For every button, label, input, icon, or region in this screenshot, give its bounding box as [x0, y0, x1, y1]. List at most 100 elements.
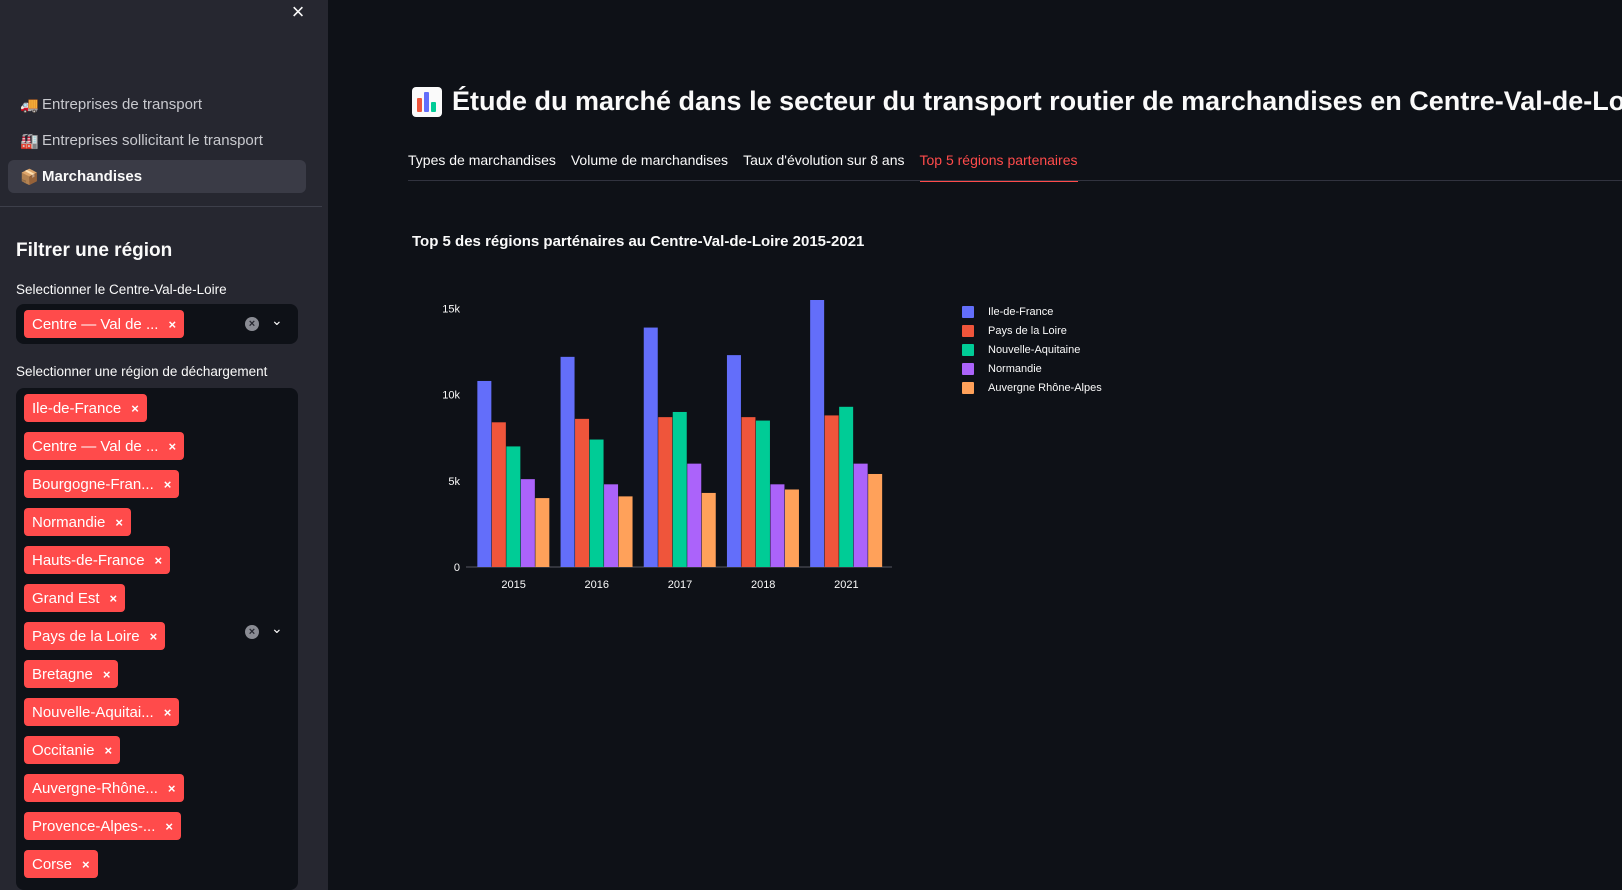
bar[interactable] [589, 439, 604, 567]
tag-remove-icon[interactable]: × [163, 704, 172, 720]
tag-remove-icon[interactable]: × [149, 628, 158, 644]
bar[interactable] [824, 415, 839, 567]
y-tick-label: 0 [454, 562, 460, 574]
tag-remove-icon[interactable]: × [168, 316, 177, 332]
selected-tag: Auvergne-Rhône... × [24, 774, 184, 802]
tag-remove-icon[interactable]: × [82, 856, 90, 872]
tag-label: Centre — Val de ... [32, 315, 159, 333]
tag-remove-icon[interactable]: × [131, 400, 139, 416]
tag-label: Bretagne [32, 665, 93, 683]
bar[interactable] [770, 484, 785, 567]
tag-remove-icon[interactable]: × [109, 590, 118, 606]
clear-all-icon[interactable]: × [245, 625, 259, 639]
x-tick-label: 2016 [585, 579, 609, 591]
tabs-underline [408, 180, 1622, 181]
tab-taux-evolution[interactable]: Taux d'évolution sur 8 ans [743, 152, 905, 168]
bar[interactable] [672, 411, 687, 567]
selected-tag: Centre — Val de ... × [24, 432, 185, 460]
bar[interactable] [726, 355, 741, 567]
selected-tag: Provence-Alpes-... × [24, 812, 181, 840]
tag-label: Normandie [32, 513, 106, 531]
bar-chart-icon [412, 86, 442, 117]
legend-item[interactable]: Pays de la Loire [962, 321, 1102, 340]
legend-item[interactable]: Auvergne Rhône-Alpes [962, 378, 1102, 397]
nav-item-marchandises[interactable]: 📦 Marchandises [8, 160, 306, 193]
tag-remove-icon[interactable]: × [167, 780, 176, 796]
bar[interactable] [477, 380, 492, 567]
tag-label: Hauts-de-France [32, 551, 145, 569]
legend-swatch [962, 362, 974, 375]
tag-remove-icon[interactable]: × [102, 666, 111, 682]
legend-label: Normandie [988, 362, 1042, 375]
tag-label: Bourgogne-Fran... [32, 475, 154, 493]
bar[interactable] [535, 498, 550, 567]
legend-swatch [962, 343, 974, 356]
selected-tag: Occitanie × [24, 736, 121, 764]
selected-tag: Grand Est × [24, 584, 126, 612]
selected-tag: Hauts-de-France × [24, 546, 171, 574]
sidebar-divider [0, 206, 322, 207]
tag-remove-icon[interactable]: × [154, 552, 163, 568]
x-tick-label: 2018 [751, 579, 775, 591]
legend-label: Ile-de-France [988, 305, 1054, 318]
filter-title: Filtrer une région [16, 240, 173, 261]
select-centre-val-de-loire[interactable]: Centre — Val de ... × × ⌄ [16, 304, 298, 344]
selected-tag: Normandie × [24, 508, 131, 536]
nav-item-entreprises-transport[interactable]: 🚚 Entreprises de transport [8, 88, 306, 121]
bar[interactable] [575, 418, 590, 567]
tab-volume-marchandises[interactable]: Volume de marchandises [570, 152, 729, 168]
tag-remove-icon[interactable]: × [168, 438, 177, 454]
tag-label: Occitanie [32, 741, 95, 759]
select-region-label: Selectionner une région de déchargement [16, 364, 268, 379]
bar[interactable] [755, 420, 770, 567]
legend-label: Nouvelle-Aquitaine [988, 343, 1081, 356]
chevron-down-icon[interactable]: ⌄ [271, 620, 283, 636]
selected-tag: Ile-de-France × [24, 394, 147, 422]
chart-title: Top 5 des régions parténaires au Centre-… [412, 233, 865, 250]
sidebar: × 🚚 Entreprises de transport 🏭 Entrepris… [0, 0, 328, 890]
close-sidebar-icon[interactable]: × [291, 0, 305, 24]
bar[interactable] [658, 417, 673, 567]
bar[interactable] [839, 406, 854, 567]
tag-remove-icon[interactable]: × [163, 476, 172, 492]
legend-swatch [962, 305, 974, 318]
bar[interactable] [701, 492, 716, 567]
bar[interactable] [687, 463, 702, 567]
legend-swatch [962, 324, 974, 337]
tag-remove-icon[interactable]: × [115, 514, 123, 530]
tab-top-5-regions[interactable]: Top 5 régions partenaires [919, 146, 1078, 182]
tab-bar: Types de marchandises Volume de marchand… [408, 146, 1093, 182]
chevron-down-icon[interactable]: ⌄ [271, 312, 283, 328]
legend-item[interactable]: Normandie [962, 359, 1102, 378]
bar[interactable] [520, 479, 535, 567]
tab-types-marchandises[interactable]: Types de marchandises [408, 152, 556, 168]
chart-legend: Ile-de-France Pays de la Loire Nouvelle-Aq… [962, 302, 1102, 397]
select-region-dechargement[interactable]: Ile-de-France × Centre — Val de ... × Bourgo… [16, 388, 298, 890]
bar[interactable] [604, 484, 619, 567]
selected-tag: Bretagne × [24, 660, 119, 688]
page-title: Étude du marché dans le secteur du trans… [412, 86, 1622, 117]
bar[interactable] [853, 463, 868, 567]
nav-item-entreprises-sollicitant[interactable]: 🏭 Entreprises sollicitant le transport [8, 124, 306, 157]
bar[interactable] [810, 300, 825, 567]
x-tick-label: 2015 [501, 579, 525, 591]
bar[interactable] [618, 496, 633, 567]
bar[interactable] [506, 446, 521, 567]
bar-chart: 0 5k 10k 15k 2015 2016 2017 2018 2021 [442, 300, 892, 591]
clear-all-icon[interactable]: × [245, 317, 259, 331]
tag-remove-icon[interactable]: × [165, 818, 173, 834]
bar[interactable] [643, 327, 658, 567]
bar[interactable] [868, 473, 883, 567]
sidebar-nav: 🚚 Entreprises de transport 🏭 Entreprises… [8, 88, 306, 196]
bar[interactable] [784, 489, 799, 567]
tag-label: Pays de la Loire [32, 627, 140, 645]
tag-remove-icon[interactable]: × [104, 742, 113, 758]
select-centre-label: Selectionner le Centre-Val-de-Loire [16, 282, 227, 297]
bar[interactable] [560, 356, 575, 567]
package-icon: 📦 [20, 168, 39, 186]
factory-icon: 🏭 [20, 132, 39, 150]
legend-item[interactable]: Nouvelle-Aquitaine [962, 340, 1102, 359]
legend-item[interactable]: Ile-de-France [962, 302, 1102, 321]
bar[interactable] [741, 417, 756, 567]
bar[interactable] [491, 422, 506, 567]
